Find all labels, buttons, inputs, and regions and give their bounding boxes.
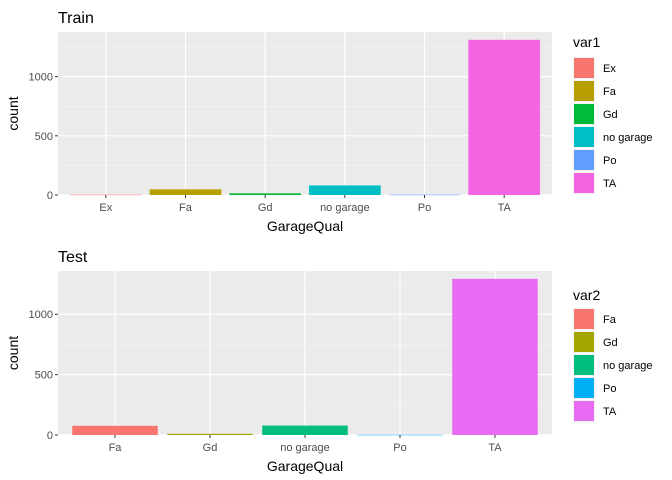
bar-ta	[452, 278, 538, 435]
legend-label: TA	[603, 406, 617, 418]
x-axis-title-test: GarageQual	[267, 458, 343, 474]
legend-label: no garage	[603, 360, 653, 372]
chart-title-test: Test	[58, 249, 88, 266]
y-axis-title-test: count	[5, 336, 21, 370]
legend-label: Po	[603, 155, 616, 167]
legend-key-ta	[574, 401, 594, 421]
x-tick-label: Fa	[179, 202, 193, 214]
legend-key-ex	[574, 58, 594, 78]
x-tick-label: Ex	[99, 202, 112, 214]
legend-label: Fa	[603, 314, 617, 326]
x-tick-label: TA	[498, 202, 512, 214]
legend-label: no garage	[603, 132, 653, 144]
legend-key-ta	[574, 173, 594, 193]
legend-key-po	[574, 378, 594, 398]
legend-label: Gd	[603, 109, 618, 121]
legend-key-gd	[574, 104, 594, 124]
legend-key-no-garage	[574, 127, 594, 147]
train-chart: Train 0 500 1000 Ex Fa Gd no garage Po TA Garag…	[5, 10, 653, 234]
legend-label: Po	[603, 383, 616, 395]
x-axis-title-train: GarageQual	[267, 218, 343, 234]
bar-no-garage	[308, 185, 381, 195]
legend-label: Gd	[603, 337, 618, 349]
legend-key-fa	[574, 309, 594, 329]
legend-key-no-garage	[574, 355, 594, 375]
y-tick-label: 1000	[29, 309, 53, 321]
legend-key-fa	[574, 81, 594, 101]
x-tick-label: no garage	[320, 202, 370, 214]
test-chart: Test 0 500 1000 Fa Gd no garage Po TA GarageQu…	[5, 249, 653, 474]
y-tick-label: 0	[47, 430, 53, 442]
x-tick-label: Po	[418, 202, 431, 214]
y-axis-title-train: count	[5, 96, 21, 130]
bar-fa	[72, 425, 158, 435]
legend-label: TA	[603, 178, 617, 190]
y-tick-label: 1000	[29, 72, 53, 84]
y-tick-label: 500	[35, 131, 53, 143]
x-tick-label: TA	[488, 442, 502, 454]
x-tick-label: Po	[393, 442, 406, 454]
legend-key-gd	[574, 332, 594, 352]
legend-label: Ex	[603, 63, 616, 75]
bar-po	[388, 194, 461, 196]
legend-title-train: var1	[573, 34, 600, 50]
y-tick-label: 500	[35, 370, 53, 382]
bar-gd	[167, 433, 253, 435]
bar-no-garage	[262, 425, 348, 435]
legend-title-test: var2	[573, 287, 600, 303]
bar-gd	[229, 193, 302, 195]
legend-label: Fa	[603, 86, 617, 98]
chart-title-train: Train	[58, 10, 94, 27]
legend-key-po	[574, 150, 594, 170]
bar-ex	[69, 194, 142, 196]
x-tick-label: no garage	[280, 442, 330, 454]
bar-fa	[149, 189, 222, 195]
bar-ta	[468, 39, 541, 195]
x-tick-label: Gd	[258, 202, 273, 214]
x-tick-label: Fa	[109, 442, 123, 454]
x-tick-label: Gd	[203, 442, 218, 454]
y-tick-label: 0	[47, 190, 53, 202]
